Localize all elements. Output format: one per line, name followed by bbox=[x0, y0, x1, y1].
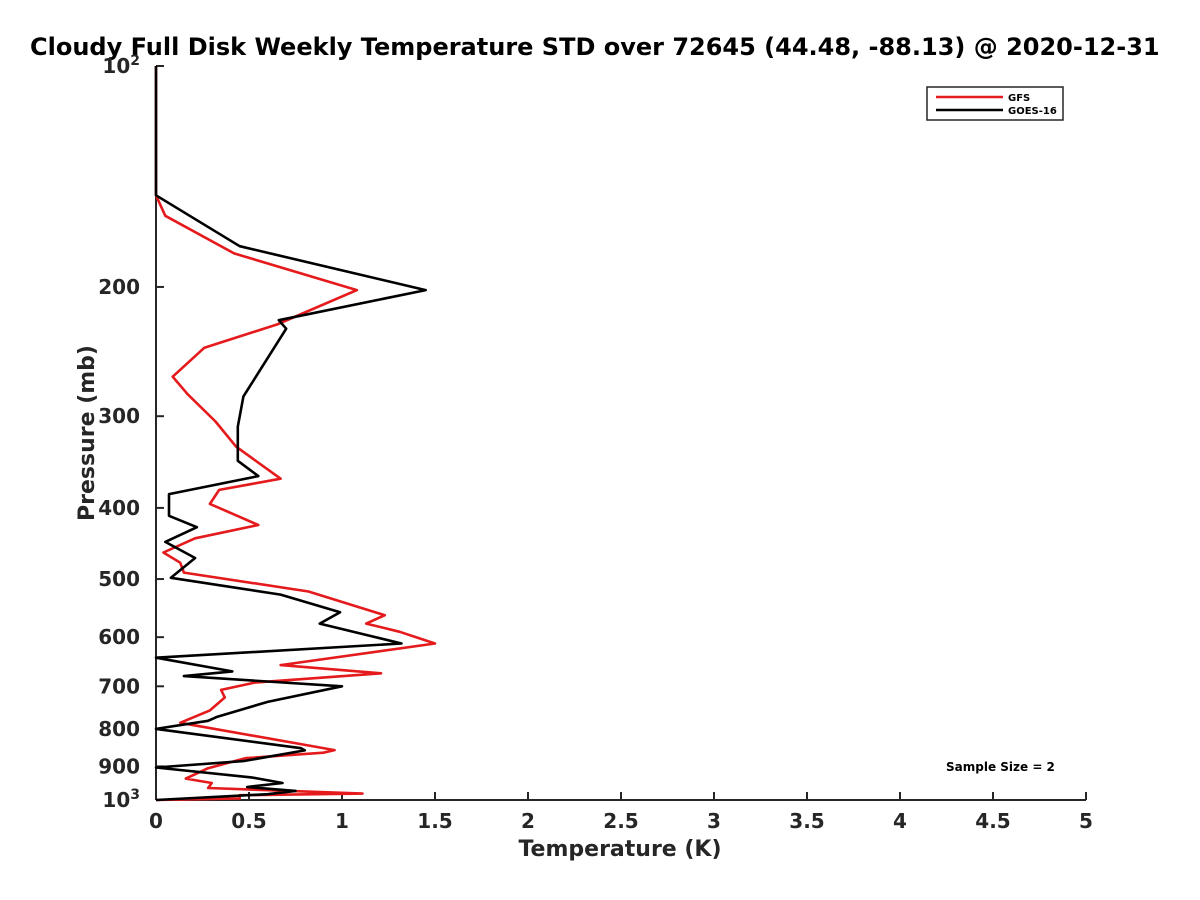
y-tick-label: 700 bbox=[98, 674, 140, 698]
y-tick-label: 900 bbox=[98, 754, 140, 778]
y-axis-label: Pressure (mb) bbox=[75, 345, 100, 521]
x-tick-label: 3 bbox=[707, 809, 721, 833]
chart-title: Cloudy Full Disk Weekly Temperature STD … bbox=[30, 33, 1160, 61]
series-line-goes16 bbox=[154, 66, 428, 802]
x-tick-label: 1.5 bbox=[417, 809, 452, 833]
y-tick-label: 600 bbox=[98, 625, 140, 649]
series-line-gfs bbox=[154, 66, 437, 802]
legend-box bbox=[926, 86, 1064, 121]
y-tick-label: 103 bbox=[102, 787, 140, 812]
x-tick-label: 4.5 bbox=[975, 809, 1010, 833]
x-tick-label: 2.5 bbox=[603, 809, 638, 833]
y-tick-group: 102 200 300 400 500 600 700 800 900 103 bbox=[98, 53, 164, 812]
sample-size-annotation: Sample Size = 2 bbox=[946, 760, 1055, 774]
x-axis-label: Temperature (K) bbox=[518, 837, 721, 862]
x-tick-label: 0.5 bbox=[231, 809, 266, 833]
x-tick-label: 0 bbox=[149, 809, 163, 833]
legend-label-goes16: GOES-16 bbox=[1008, 106, 1057, 117]
x-tick-label: 3.5 bbox=[789, 809, 824, 833]
y-tick-label: 800 bbox=[98, 717, 140, 741]
y-tick-label: 500 bbox=[98, 567, 140, 591]
legend: GFS GOES-16 bbox=[926, 86, 1064, 121]
y-tick-label: 200 bbox=[98, 275, 140, 299]
y-tick-label: 300 bbox=[98, 404, 140, 428]
y-tick-label: 102 bbox=[102, 53, 140, 78]
x-tick-label: 4 bbox=[893, 809, 907, 833]
x-tick-group: 0 0.5 1 1.5 2 2.5 3 3.5 4 4.5 5 bbox=[149, 792, 1093, 833]
plot-area: 102 200 300 400 500 600 700 800 900 103 0 0.5 1 1.5 2… bbox=[98, 53, 1093, 833]
x-tick-label: 5 bbox=[1079, 809, 1093, 833]
y-tick-label: 400 bbox=[98, 496, 140, 520]
x-tick-label: 2 bbox=[521, 809, 535, 833]
series-group bbox=[154, 66, 437, 802]
legend-label-gfs: GFS bbox=[1008, 93, 1030, 104]
x-tick-label: 1 bbox=[335, 809, 349, 833]
